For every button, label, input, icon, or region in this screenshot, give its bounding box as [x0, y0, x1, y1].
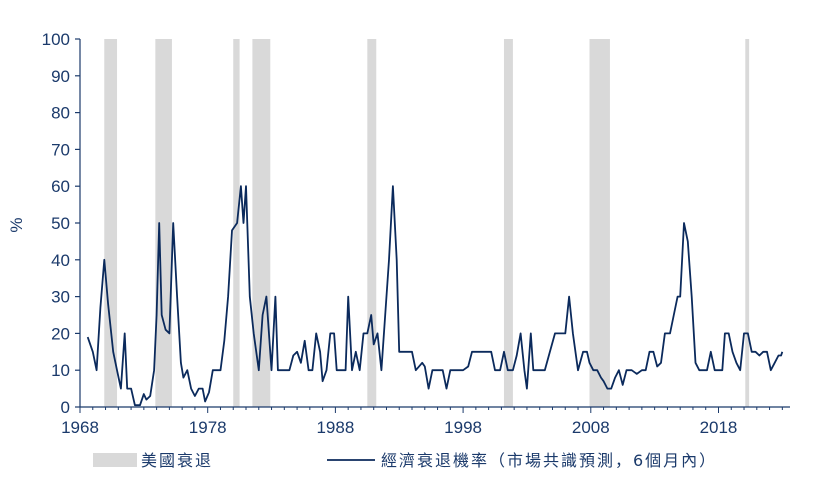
recession-band: [367, 39, 377, 407]
y-tick-label: 70: [51, 140, 70, 159]
y-tick-label: 10: [51, 361, 70, 380]
y-tick-label: 90: [51, 67, 70, 86]
y-tick-label: 0: [61, 398, 70, 417]
x-tick-label: 1968: [61, 418, 99, 437]
recession-band: [104, 39, 118, 407]
y-tick-label: 40: [51, 251, 70, 270]
recession-band: [252, 39, 271, 407]
y-tick-label: 30: [51, 288, 70, 307]
x-axis: 1968 1978 1988 1998 2008 2018: [61, 406, 790, 437]
legend-recession-swatch: [93, 453, 137, 467]
recession-band: [155, 39, 172, 407]
legend: 美國衰退 經濟衰退機率（市場共識預測，6個月內）: [93, 451, 717, 470]
legend-line-label: 經濟衰退機率（市場共識預測，6個月內）: [381, 451, 717, 470]
x-tick-label: 1998: [444, 418, 482, 437]
y-axis: 0 10 20 30 40 50 60 70 80 90 100: [42, 30, 81, 417]
y-axis-label: %: [7, 217, 26, 232]
y-tick-label: 60: [51, 177, 70, 196]
x-tick-label: 2008: [572, 418, 610, 437]
legend-recession-label: 美國衰退: [141, 451, 213, 470]
recession-band: [745, 39, 750, 407]
y-tick-label: 20: [51, 324, 70, 343]
y-tick-label: 50: [51, 214, 70, 233]
recession-bands: [104, 39, 750, 407]
x-tick-label: 1978: [189, 418, 227, 437]
y-tick-label: 100: [42, 30, 70, 49]
recession-band: [589, 39, 610, 407]
x-tick-label: 2018: [700, 418, 738, 437]
recession-band: [503, 39, 513, 407]
recession-probability-line: [86, 185, 784, 407]
y-tick-label: 80: [51, 104, 70, 123]
x-tick-label: 1988: [316, 418, 354, 437]
